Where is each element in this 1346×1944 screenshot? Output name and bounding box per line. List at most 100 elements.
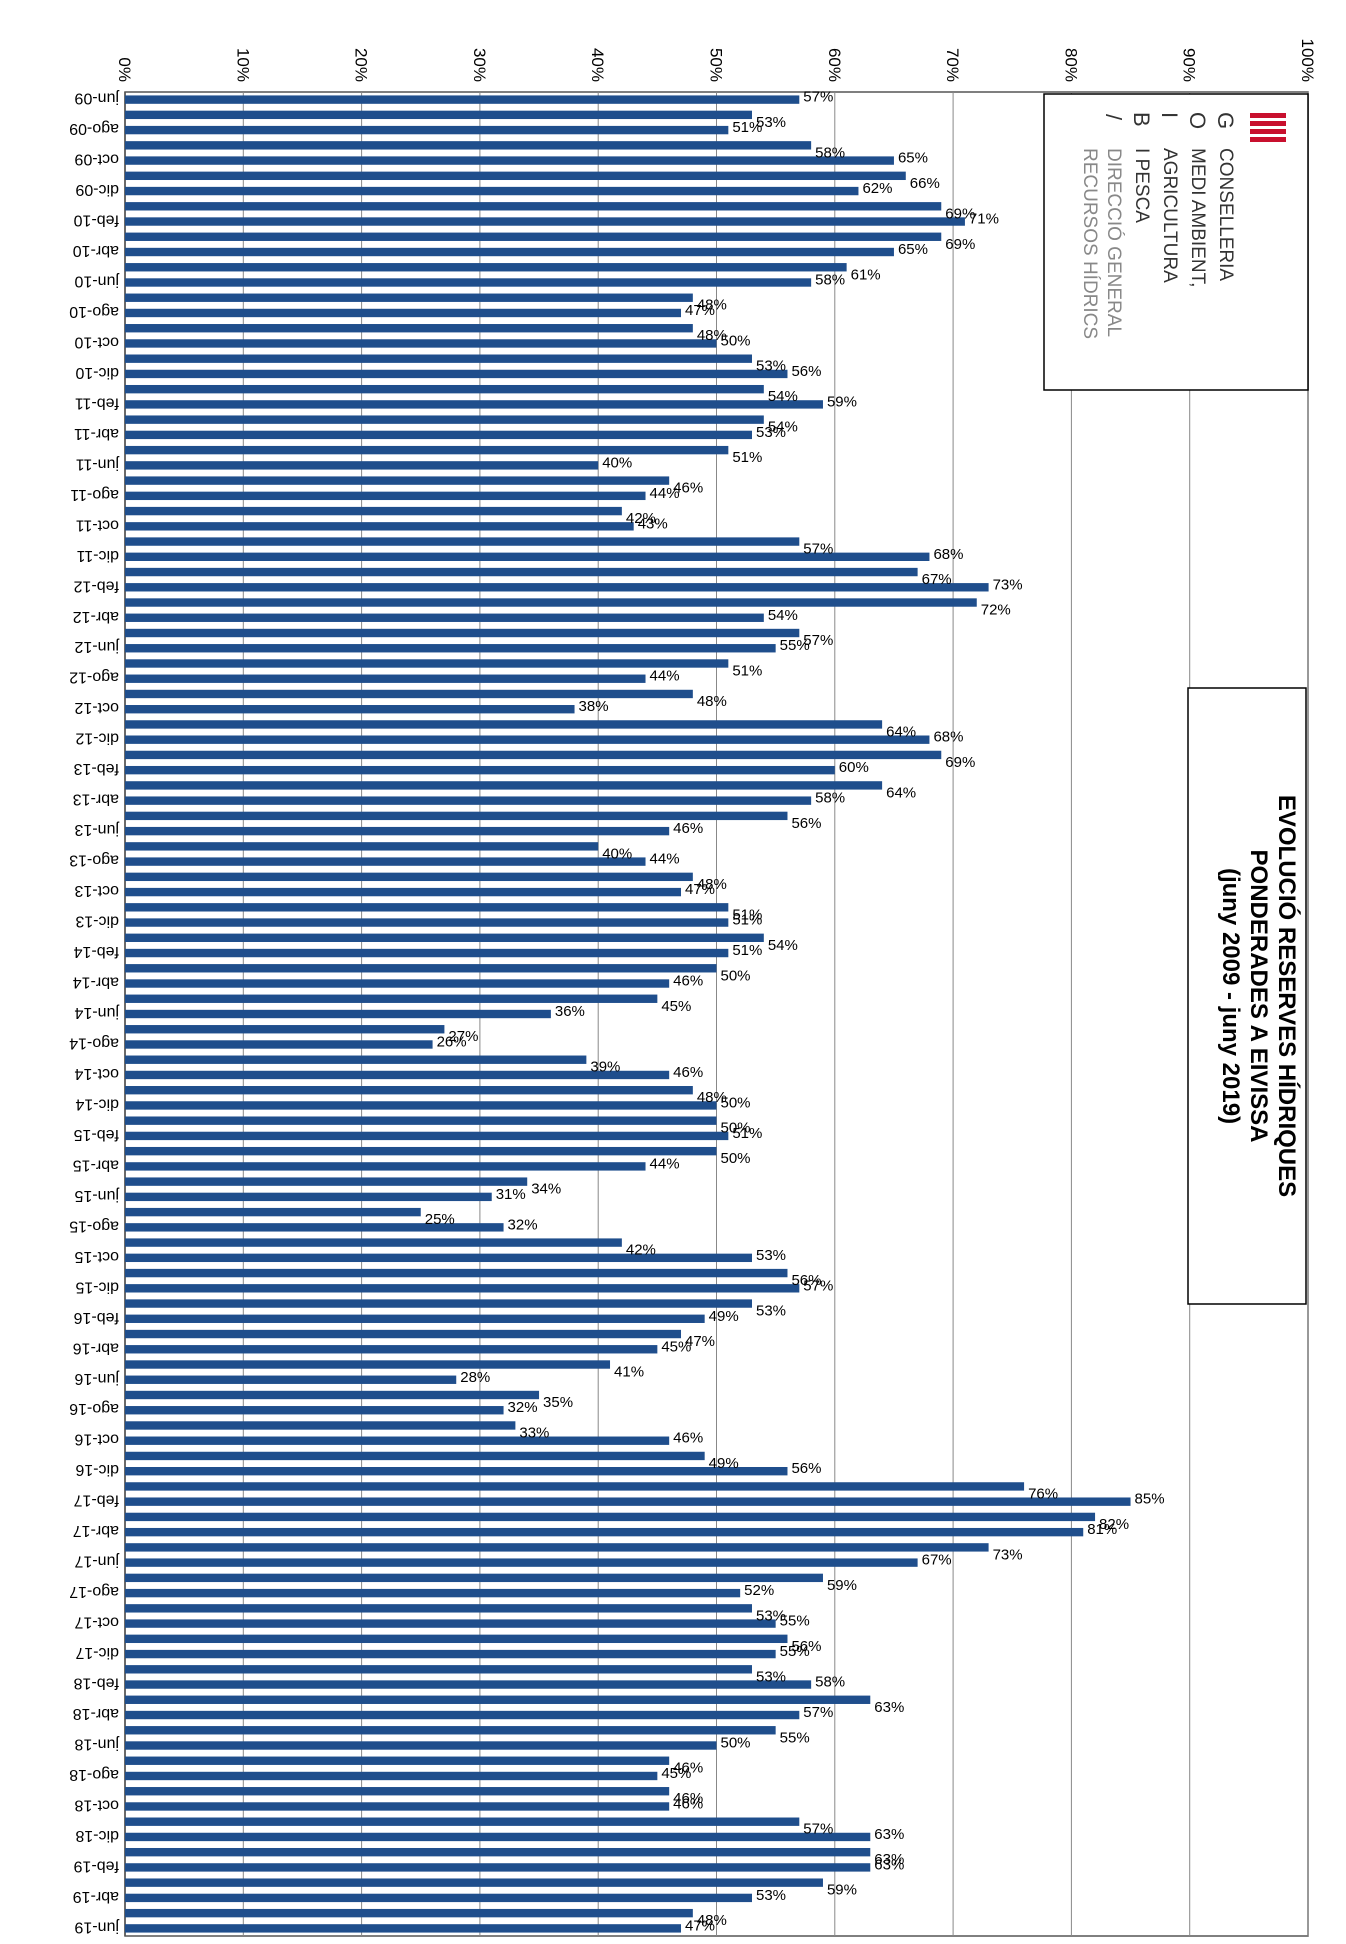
category-label: ago-09 xyxy=(69,120,119,137)
bar xyxy=(125,110,752,120)
data-label: 55% xyxy=(780,1613,810,1630)
category-label: oct-09 xyxy=(74,151,119,168)
data-label: 47% xyxy=(685,1917,715,1934)
bars xyxy=(125,95,1131,1933)
data-label: 63% xyxy=(874,1699,904,1716)
logo-letter-o: O xyxy=(1185,112,1210,129)
data-label: 40% xyxy=(602,845,632,862)
data-label: 51% xyxy=(732,449,762,466)
bar xyxy=(125,1086,693,1095)
x-tick-label: 20% xyxy=(352,48,371,82)
data-label: 65% xyxy=(898,241,928,258)
category-label: jun-19 xyxy=(74,1918,120,1935)
bar xyxy=(125,1436,670,1445)
category-label: ago-10 xyxy=(69,303,119,320)
category-label: ago-14 xyxy=(69,1034,119,1051)
data-label: 65% xyxy=(898,150,928,167)
bar xyxy=(125,415,764,424)
category-label: abr-10 xyxy=(73,242,119,259)
data-label: 39% xyxy=(590,1059,620,1076)
category-label: jun-09 xyxy=(74,90,120,107)
data-label: 67% xyxy=(922,571,952,588)
category-label: oct-11 xyxy=(76,516,119,533)
bar xyxy=(125,308,682,318)
category-label: jun-15 xyxy=(74,1187,120,1204)
data-label: 32% xyxy=(508,1399,538,1416)
data-label: 47% xyxy=(685,302,715,319)
data-label: 50% xyxy=(721,332,751,349)
bar xyxy=(125,1756,670,1765)
bar xyxy=(125,400,823,409)
data-label: 53% xyxy=(756,1887,786,1904)
category-label: feb-10 xyxy=(74,212,119,229)
bar xyxy=(125,1116,717,1125)
bar xyxy=(125,1726,776,1735)
bar xyxy=(125,872,693,882)
category-label: dic-11 xyxy=(77,547,119,564)
bar xyxy=(125,1055,587,1064)
data-label: 72% xyxy=(981,602,1011,619)
x-tick-label: 50% xyxy=(707,48,726,82)
category-label: feb-15 xyxy=(74,1126,119,1143)
logo-letter-i: I xyxy=(1157,112,1182,118)
bar xyxy=(125,1101,717,1110)
chart-title-line-3: (juny 2009 - juny 2019) xyxy=(1217,868,1244,1124)
bar xyxy=(125,1863,871,1872)
data-label: 45% xyxy=(661,1338,691,1355)
data-label: 46% xyxy=(673,1795,703,1812)
data-label: 46% xyxy=(673,1790,703,1807)
data-label: 50% xyxy=(721,1735,751,1752)
data-label: 50% xyxy=(721,1150,751,1167)
bar xyxy=(125,506,622,516)
bar xyxy=(125,674,646,683)
data-label: 57% xyxy=(803,541,833,558)
data-label: 73% xyxy=(993,576,1023,593)
bar xyxy=(125,1665,752,1674)
bar xyxy=(125,1802,670,1811)
category-label: abr-17 xyxy=(73,1522,119,1539)
data-label: 46% xyxy=(673,1430,703,1447)
x-tick-label: 30% xyxy=(470,48,489,82)
bar xyxy=(125,1832,871,1842)
bar xyxy=(125,430,752,440)
bar xyxy=(125,1345,658,1354)
category-label: ago-11 xyxy=(70,486,119,503)
data-label: 54% xyxy=(768,388,798,405)
data-label: 57% xyxy=(803,632,833,649)
bar xyxy=(125,1573,823,1583)
category-label: oct-14 xyxy=(74,1065,119,1082)
bar xyxy=(125,781,883,790)
bar xyxy=(125,1253,752,1263)
data-label: 64% xyxy=(886,784,916,801)
category-label: ago-15 xyxy=(69,1217,119,1234)
data-label: 51% xyxy=(732,942,762,959)
category-label: dic-13 xyxy=(75,913,119,930)
data-label: 46% xyxy=(673,1760,703,1777)
data-label: 48% xyxy=(697,297,727,314)
bar xyxy=(125,1817,800,1826)
logo-slash: / xyxy=(1101,114,1126,121)
bar xyxy=(125,247,894,257)
bar xyxy=(125,522,634,531)
bar xyxy=(125,1299,752,1308)
category-label: feb-18 xyxy=(74,1675,119,1692)
bar xyxy=(125,750,942,760)
category-label: jun-13 xyxy=(74,821,120,838)
data-labels: 57%53%51%58% 65%66%62%69%71%69%65%61%58%4… xyxy=(425,89,1165,1935)
category-label: dic-12 xyxy=(75,730,119,747)
data-label: 40% xyxy=(602,454,632,471)
bar xyxy=(125,613,764,622)
bar xyxy=(125,1162,646,1171)
data-label: 59% xyxy=(827,393,857,410)
x-tick-label: 70% xyxy=(943,48,962,82)
bar xyxy=(125,552,930,562)
bar xyxy=(125,217,965,226)
data-label: 73% xyxy=(993,1546,1023,1563)
bar xyxy=(125,1238,622,1247)
bar xyxy=(125,1040,433,1049)
category-label: dic-17 xyxy=(75,1644,119,1661)
category-label: feb-12 xyxy=(74,577,119,594)
category-label: abr-16 xyxy=(73,1339,119,1356)
category-label: ago-17 xyxy=(69,1583,119,1600)
